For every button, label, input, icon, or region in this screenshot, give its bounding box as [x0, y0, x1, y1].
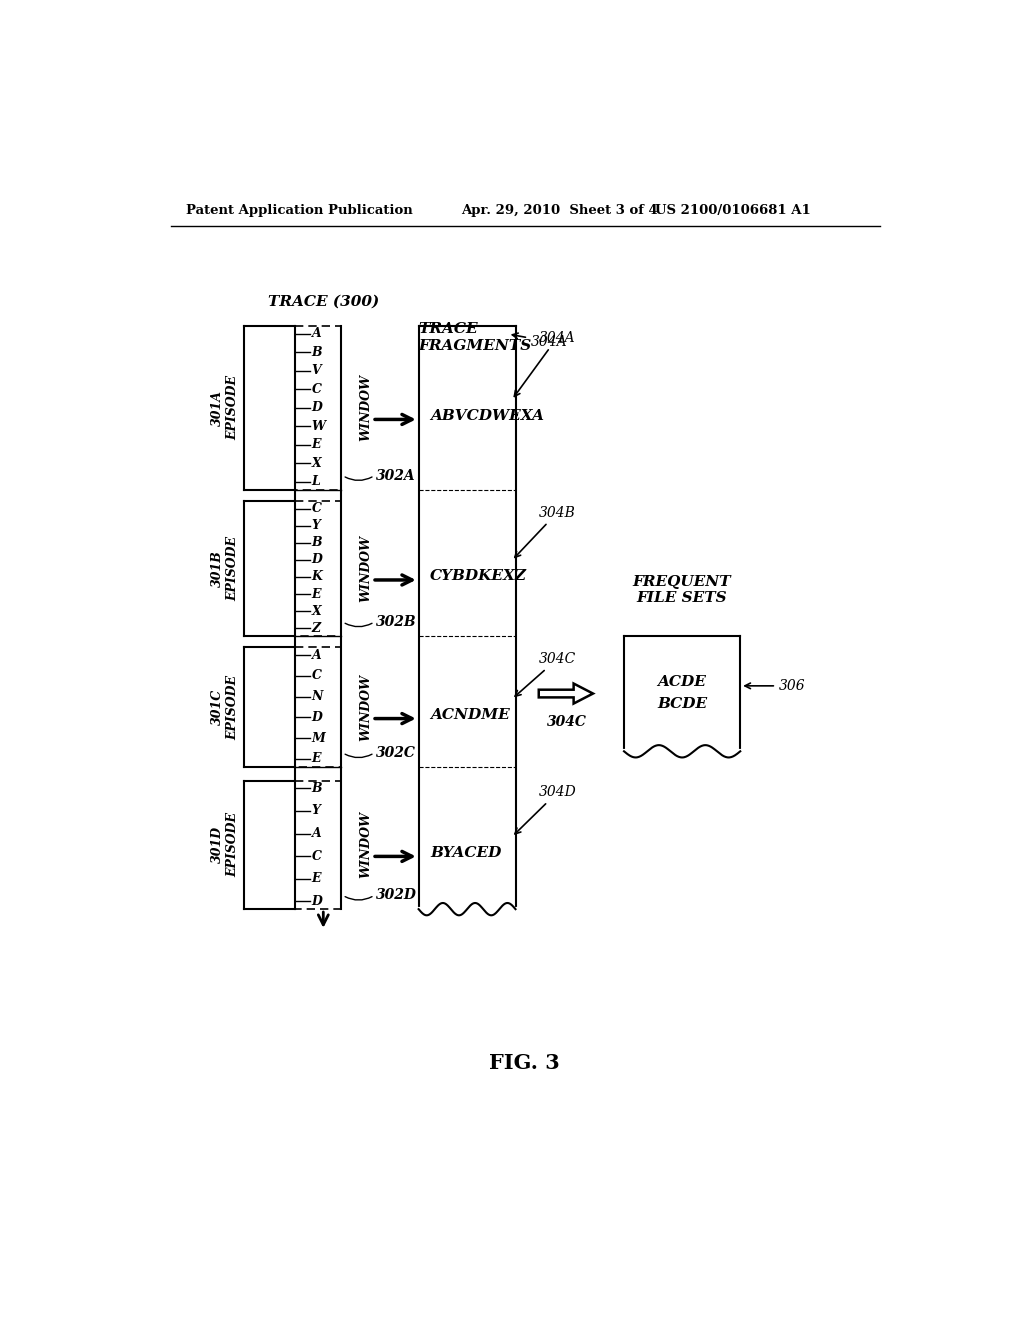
Text: TRACE (300): TRACE (300) [267, 294, 379, 309]
Text: Apr. 29, 2010  Sheet 3 of 4: Apr. 29, 2010 Sheet 3 of 4 [461, 205, 658, 218]
Text: 302A: 302A [376, 469, 416, 483]
Text: 304D: 304D [515, 785, 577, 834]
Text: Z: Z [311, 622, 321, 635]
Text: 301B: 301B [211, 550, 223, 587]
Text: 304C: 304C [547, 715, 587, 729]
Text: ABVCDWEXA: ABVCDWEXA [430, 409, 544, 422]
Text: L: L [311, 475, 321, 488]
Text: D: D [311, 553, 323, 566]
Text: C: C [311, 669, 322, 682]
Text: W: W [311, 420, 326, 433]
Text: B: B [311, 536, 323, 549]
Text: E: E [311, 873, 322, 886]
Text: FIG. 3: FIG. 3 [489, 1053, 560, 1073]
Text: D: D [311, 401, 323, 414]
Text: WINDOW: WINDOW [359, 812, 373, 878]
Text: EPISODE: EPISODE [226, 675, 240, 739]
Text: 301A: 301A [211, 389, 223, 426]
Text: E: E [311, 587, 322, 601]
Text: A: A [311, 327, 322, 341]
Text: BYACED: BYACED [430, 846, 502, 859]
Text: WINDOW: WINDOW [359, 673, 373, 741]
Text: X: X [311, 457, 322, 470]
Text: CYBDKEXZ: CYBDKEXZ [430, 569, 527, 583]
Text: B: B [311, 346, 323, 359]
Text: Y: Y [311, 804, 321, 817]
Text: B: B [311, 781, 323, 795]
Text: E: E [311, 438, 322, 451]
Text: M: M [311, 731, 326, 744]
Text: N: N [311, 690, 323, 704]
Text: EPISODE: EPISODE [226, 812, 240, 878]
Text: 304B: 304B [515, 506, 575, 557]
Text: 301D: 301D [211, 826, 223, 863]
Text: X: X [311, 605, 322, 618]
Text: WINDOW: WINDOW [359, 535, 373, 602]
Text: Y: Y [311, 519, 321, 532]
Text: 301C: 301C [211, 689, 223, 725]
Bar [295, 326, 341, 490]
Text: ACDE: ACDE [657, 675, 707, 689]
Bar [295, 502, 341, 636]
Text: V: V [311, 364, 322, 378]
Text: D: D [311, 895, 323, 908]
Text: A: A [311, 828, 322, 840]
Text: BCDE: BCDE [657, 697, 708, 710]
Text: WINDOW: WINDOW [359, 375, 373, 441]
Text: K: K [311, 570, 323, 583]
Text: D: D [311, 711, 323, 723]
Text: EPISODE: EPISODE [226, 375, 240, 441]
Text: 306: 306 [744, 678, 806, 693]
Text: A: A [311, 648, 322, 661]
Text: TRACE
FRAGMENTS: TRACE FRAGMENTS [419, 322, 531, 352]
Text: C: C [311, 383, 322, 396]
Text: 302C: 302C [376, 746, 416, 760]
Text: 304A: 304A [512, 333, 567, 348]
Bar [295, 647, 341, 767]
Text: 302D: 302D [376, 888, 417, 903]
Text: ACNDME: ACNDME [430, 708, 510, 722]
Text: FREQUENT
FILE SETS: FREQUENT FILE SETS [633, 574, 731, 605]
Text: Patent Application Publication: Patent Application Publication [186, 205, 413, 218]
Text: E: E [311, 752, 322, 766]
Text: 304A: 304A [514, 331, 575, 396]
Bar [295, 780, 341, 909]
Text: EPISODE: EPISODE [226, 536, 240, 601]
Text: C: C [311, 850, 322, 863]
Text: 304C: 304C [515, 652, 575, 696]
FancyArrow shape [539, 684, 593, 704]
Text: US 2100/0106681 A1: US 2100/0106681 A1 [655, 205, 811, 218]
Text: 302B: 302B [376, 615, 417, 628]
Text: C: C [311, 502, 322, 515]
